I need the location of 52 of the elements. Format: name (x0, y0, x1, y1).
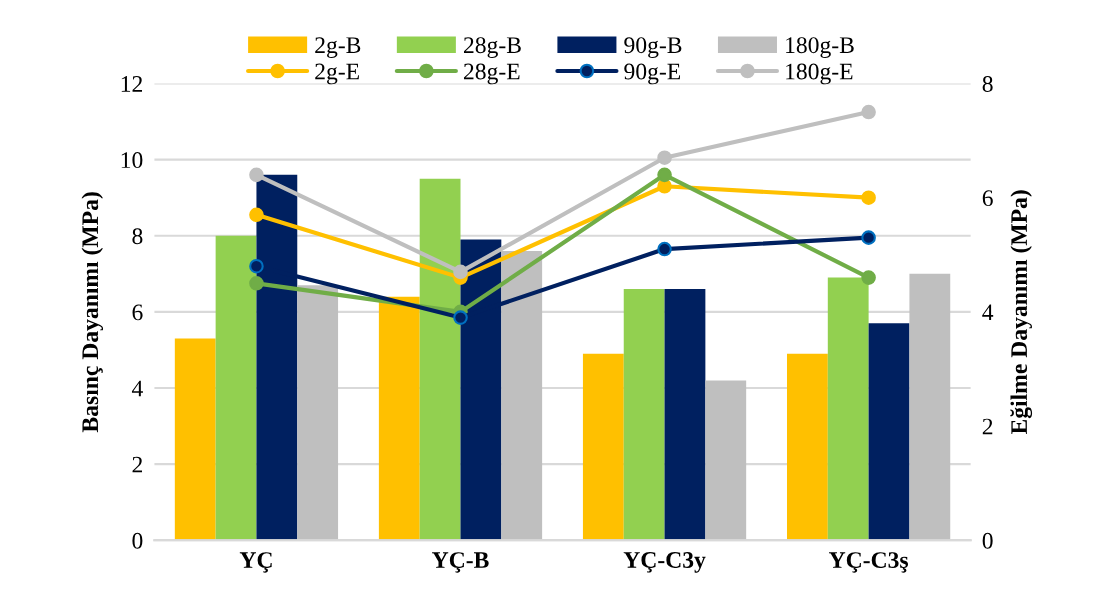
legend-label: 90g-E (624, 63, 681, 85)
x-tick-label: YÇ-C3y (623, 552, 706, 573)
bar (909, 273, 951, 541)
x-tick-label: YÇ (239, 552, 272, 573)
y-tick-label: 12 (121, 76, 143, 92)
y2-tick-label: 4 (982, 304, 994, 321)
bar (623, 289, 665, 541)
point (249, 207, 264, 223)
bar (786, 353, 828, 541)
y-tick-label: 2 (132, 456, 143, 473)
point (657, 167, 672, 183)
legend-label: 180g-E (786, 63, 853, 85)
bar (827, 277, 869, 541)
legend-label: 180g-B (786, 37, 854, 58)
y-axis-title: Basınç Dayanımı (MPa) (81, 192, 104, 433)
legend-label: 28g-B (463, 37, 521, 58)
y2-tick-label: 2 (982, 418, 993, 435)
point (861, 190, 876, 205)
y2-tick-label: 6 (982, 190, 993, 207)
bar (664, 289, 706, 541)
point (657, 150, 672, 166)
legend-label: 2g-E (315, 63, 359, 85)
x-tick-label: YÇ-B (432, 552, 489, 573)
y2-tick-label: 8 (982, 75, 993, 92)
bar (297, 285, 339, 541)
point (861, 104, 876, 120)
point (861, 230, 876, 245)
y-tick-label: 6 (132, 304, 143, 321)
point (453, 264, 468, 280)
bar (174, 338, 216, 541)
point (657, 241, 672, 257)
x-tick-label: YÇ-C3ş (829, 552, 909, 573)
point (249, 258, 264, 274)
y2-tick-label: 0 (982, 532, 993, 549)
bar (215, 235, 257, 541)
bar (705, 380, 747, 541)
y-tick-label: 8 (132, 228, 143, 245)
bar (868, 323, 910, 541)
legend-label: 28g-E (463, 63, 520, 85)
point (861, 270, 876, 285)
bar (582, 353, 624, 541)
point (249, 276, 264, 291)
point (249, 167, 264, 183)
y-tick-label: 4 (131, 380, 143, 397)
point (453, 310, 468, 325)
legend-label: 2g-B (315, 37, 361, 58)
y2-axis-title: Eğilme Dayanımı (MPa) (1010, 190, 1033, 435)
y-tick-label: 10 (121, 152, 143, 169)
y-tick-label: 0 (132, 532, 143, 549)
legend-label: 90g-B (624, 37, 682, 58)
bar (378, 296, 420, 541)
bar (419, 178, 461, 541)
